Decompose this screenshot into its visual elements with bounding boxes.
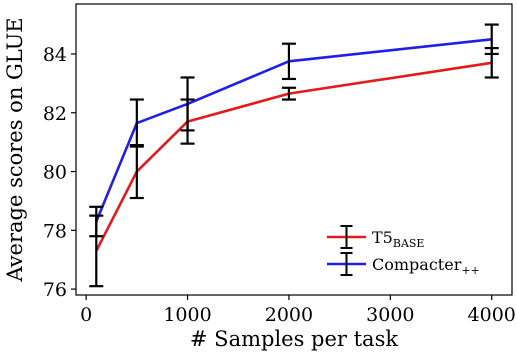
legend-label: Compacter++: [372, 255, 480, 277]
legend: T5BASE Compacter++: [327, 225, 480, 277]
x-tick-label: 3000: [366, 304, 414, 326]
legend-label: T5BASE: [372, 228, 424, 250]
x-tick-label: 4000: [468, 304, 516, 326]
x-tick-label: 1000: [163, 304, 211, 326]
y-tick-label: 76: [43, 279, 67, 301]
series-line-t5: [95, 61, 492, 252]
plot-layer: [89, 23, 499, 288]
error-bar-compacter: [129, 98, 144, 148]
error-bar-compacter: [484, 23, 499, 56]
error-bar-compacter: [89, 205, 104, 238]
error-bar-t5: [281, 86, 296, 101]
y-tick-label: 84: [43, 44, 67, 66]
x-tick-label: 0: [80, 304, 92, 326]
y-tick-label: 82: [43, 103, 67, 125]
error-bar-compacter: [180, 76, 195, 132]
x-axis-title: # Samples per task: [190, 327, 398, 351]
plot-frame: [75, 3, 513, 296]
ticks-layer: 0 1000 2000 3000 4000 76 78 80 82 84: [43, 44, 516, 326]
y-tick-label: 80: [43, 162, 67, 184]
legend-item-compacter: Compacter++: [327, 252, 480, 277]
x-tick-label: 2000: [265, 304, 313, 326]
y-axis-title: Average scores on GLUE: [3, 17, 27, 282]
series-line-compacter: [95, 37, 492, 223]
error-bar-compacter: [281, 42, 296, 81]
legend-item-t5: T5BASE: [327, 225, 424, 250]
error-bar-t5: [129, 143, 144, 200]
y-tick-label: 78: [43, 220, 67, 242]
